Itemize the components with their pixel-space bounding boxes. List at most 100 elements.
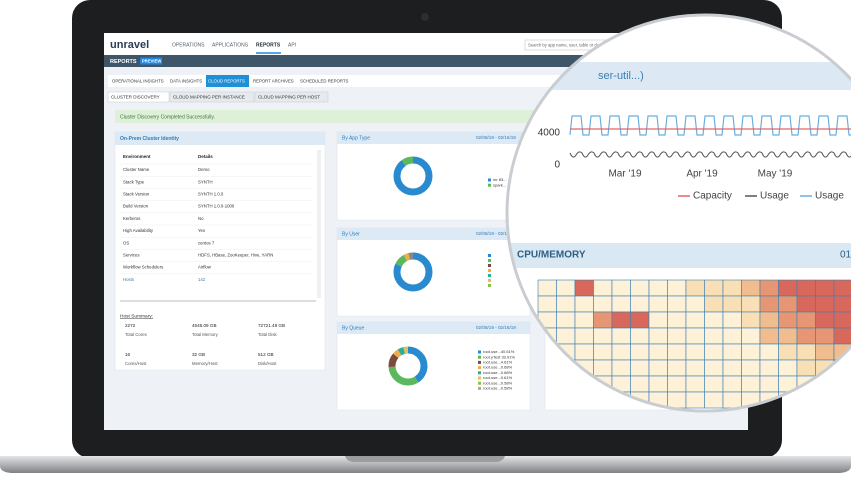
heatmap-cell xyxy=(630,359,650,377)
heatmap-cell xyxy=(685,311,705,329)
heatmap-cell xyxy=(704,375,724,393)
table-cell: Build Version xyxy=(123,204,149,209)
summary-label: Disk/Host xyxy=(258,361,277,366)
heatmap-cell xyxy=(796,311,816,329)
heatmap-cell xyxy=(556,295,576,313)
heatmap-cell xyxy=(778,343,798,361)
heatmap-cell xyxy=(833,375,851,393)
usage-line xyxy=(569,115,851,136)
heatmap-date: 01 xyxy=(840,250,851,261)
lens-title: ser-util...) xyxy=(598,70,644,82)
subtab[interactable] xyxy=(107,91,170,103)
heatmap-cell xyxy=(685,295,705,313)
summary-label: Total Memory xyxy=(192,332,219,337)
legend-label: root.use...40.61% xyxy=(483,349,515,354)
nav-item[interactable]: REPORTS xyxy=(256,42,281,48)
nav-item[interactable]: APPLICATIONS xyxy=(212,42,249,48)
badge-label: PREVIEW xyxy=(142,59,161,64)
donut-segment xyxy=(393,156,433,196)
legend-swatch xyxy=(488,269,491,272)
heatmap-cell xyxy=(759,359,779,377)
heatmap-cell xyxy=(630,327,650,345)
legend-swatch xyxy=(488,259,491,262)
heatmap-cell xyxy=(722,311,742,329)
heatmap-cell xyxy=(537,279,557,297)
legend-label: root.yTest 33.01% xyxy=(483,354,515,359)
heatmap-cell xyxy=(556,327,576,345)
heatmap-cell xyxy=(741,295,761,313)
heatmap-cell xyxy=(667,279,687,297)
heatmap-cell xyxy=(648,359,668,377)
panel xyxy=(114,131,326,371)
heatmap-cell xyxy=(574,295,594,313)
heatmap-cell xyxy=(648,311,668,329)
table-cell: Hosts xyxy=(123,277,134,282)
heatmap-cell xyxy=(759,279,779,297)
heatmap-cell xyxy=(685,343,705,361)
summary-label: Total Disk xyxy=(258,332,277,337)
table-cell: Kerberos xyxy=(123,216,140,221)
tab[interactable]: CLOUD REPORTS xyxy=(208,79,245,84)
heatmap-cell xyxy=(796,327,816,345)
heatmap-cell xyxy=(722,327,742,345)
y-tick-label: 0 xyxy=(554,160,560,171)
alert-text: Cluster Discovery Completed Successfully… xyxy=(120,114,215,120)
tab[interactable]: OPERATIONAL INSIGHTS xyxy=(112,79,164,84)
x-tick-label: Mar '19 xyxy=(608,169,641,180)
summary-value: 72721.48 GB xyxy=(258,323,285,328)
heatmap-cell xyxy=(778,295,798,313)
panel xyxy=(336,131,531,221)
heatmap-cell xyxy=(685,391,705,409)
panel-dates: 02/08/19 - 02/16/19 xyxy=(476,135,516,140)
heatmap-cell xyxy=(611,327,631,345)
x-tick-label: Apr '19 xyxy=(686,169,718,180)
table-cell: High Availability xyxy=(123,228,154,233)
heatmap-cell xyxy=(611,311,631,329)
heatmap-cell xyxy=(611,343,631,361)
heatmap-cell xyxy=(722,359,742,377)
legend-swatch xyxy=(478,360,481,364)
heatmap-cell xyxy=(833,311,851,329)
heatmap-cell xyxy=(685,279,705,297)
legend-swatch xyxy=(478,386,481,390)
subtab[interactable] xyxy=(169,91,255,103)
nav-item[interactable]: OPERATIONS xyxy=(172,42,205,48)
table-cell: SYNTH xyxy=(198,179,213,184)
legend-swatch xyxy=(488,264,491,267)
usage-line xyxy=(569,151,851,158)
table-cell: Airflow xyxy=(198,265,212,270)
table-cell: Workflow Schedulers xyxy=(123,265,163,270)
panel-title: By Queue xyxy=(342,325,364,331)
heatmap-cell xyxy=(667,343,687,361)
heatmap-cell xyxy=(667,359,687,377)
summary-value: 2272 xyxy=(125,323,136,328)
subtab[interactable] xyxy=(254,91,329,103)
heatmap-cell xyxy=(722,343,742,361)
panel xyxy=(336,227,531,317)
heatmap-cell xyxy=(796,295,816,313)
heatmap-cell xyxy=(796,343,816,361)
heatmap-cell xyxy=(611,279,631,297)
tab[interactable]: REPORT ARCHIVES xyxy=(253,79,294,84)
heatmap-cell xyxy=(815,311,835,329)
heatmap-cell xyxy=(574,343,594,361)
table-header: Details xyxy=(198,154,213,159)
legend-label: mr 83... xyxy=(493,177,507,182)
summary-label: Cores/Host xyxy=(125,361,147,366)
heatmap-cell xyxy=(648,327,668,345)
badge xyxy=(140,57,162,65)
heatmap-cell xyxy=(759,343,779,361)
heatmap-cell xyxy=(759,327,779,345)
panel-dates: 02/08/19 - 02/16/19 xyxy=(476,231,516,236)
heatmap-cell xyxy=(741,343,761,361)
tab[interactable]: SCHEDULED REPORTS xyxy=(300,79,349,84)
table-header: Environment xyxy=(123,154,151,159)
panel-dates: 02/08/19 - 02/16/19 xyxy=(476,325,516,330)
table-cell: No xyxy=(198,216,204,221)
heatmap-cell xyxy=(815,279,835,297)
tab[interactable]: DATA INSIGHTS xyxy=(170,79,202,84)
nav-item[interactable]: API xyxy=(288,42,296,48)
legend-swatch xyxy=(488,274,491,277)
table-cell: Demo xyxy=(198,167,210,172)
heatmap-cell xyxy=(630,279,650,297)
